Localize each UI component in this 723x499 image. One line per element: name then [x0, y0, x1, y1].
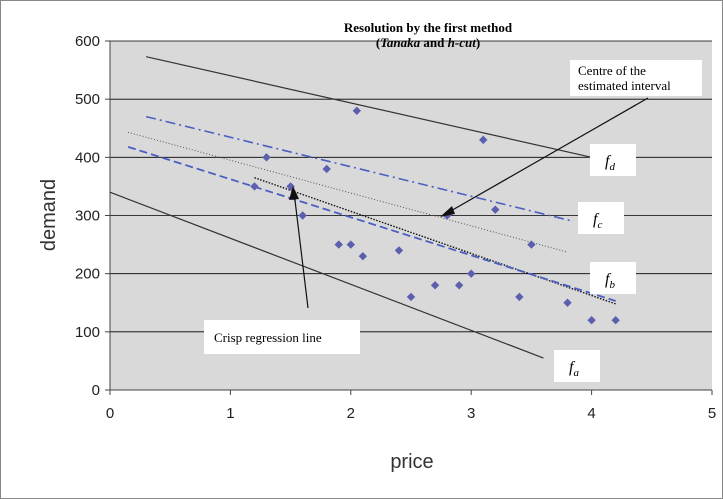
svg-text:fd: fd: [605, 153, 615, 173]
data-point: [322, 164, 331, 174]
chart-title: Resolution by the first method: [344, 20, 513, 35]
subtitle-italic-2: h-cut: [448, 35, 477, 50]
data-point: [262, 153, 271, 162]
crisp-label-box: [204, 320, 360, 354]
centre-label-line-2: estimated interval: [578, 78, 671, 93]
data-point: [352, 106, 362, 115]
y-tick-label: 0: [92, 382, 100, 399]
line-centre: [127, 131, 568, 253]
y-tick-label: 600: [75, 33, 100, 50]
data-point: [563, 298, 572, 307]
x-tick-label: 1: [226, 405, 234, 422]
y-axis-title: demand: [38, 179, 60, 251]
data-point: [394, 246, 404, 255]
crisp-arrow: [293, 191, 309, 309]
data-point: [346, 240, 355, 249]
data-point: [430, 281, 440, 290]
y-tick-label: 400: [75, 149, 100, 166]
y-tick-label: 300: [75, 208, 100, 225]
x-tick-label: 4: [587, 405, 595, 422]
x-axis-title: price: [390, 451, 433, 473]
line-f-d: [145, 56, 592, 158]
data-point: [298, 211, 307, 220]
svg-text:fa: fa: [569, 359, 579, 379]
svg-text:fb: fb: [605, 271, 615, 291]
line-f-c: [145, 115, 574, 223]
centre-arrow: [441, 97, 649, 217]
y-tick-label: 100: [75, 324, 100, 341]
x-tick-label: 0: [106, 405, 114, 422]
centre-label-line-1: Centre of the: [578, 63, 646, 78]
subtitle-mid: and: [420, 35, 447, 50]
data-point: [454, 281, 464, 290]
x-tick-label: 3: [467, 405, 475, 422]
grid-lines: [105, 40, 713, 395]
data-point: [479, 135, 488, 145]
label-f-b: fb: [590, 262, 636, 294]
label-f-d: fd: [590, 144, 636, 176]
centre-label-box: [570, 60, 702, 96]
line-f-a: [109, 191, 544, 359]
y-tick-label: 200: [75, 266, 100, 283]
crisp-label: Crisp regression line: [214, 330, 322, 345]
data-point: [334, 240, 343, 249]
y-tick-label: 500: [75, 91, 100, 108]
y-tick-labels: 0 100 200 300 400 500 600: [75, 33, 100, 399]
chart-subtitle: (Tanaka and h-cut): [376, 35, 480, 50]
label-f-a: fa: [554, 350, 600, 382]
data-point: [406, 292, 416, 302]
centre-arrowhead: [440, 206, 455, 217]
data-point: [250, 182, 259, 191]
label-f-c: fc: [578, 202, 624, 234]
crisp-arrowhead: [289, 186, 299, 200]
x-tick-labels: 0 1 2 3 4 5: [106, 405, 716, 422]
line-f-b: [127, 146, 616, 302]
data-point: [491, 205, 500, 214]
data-point: [467, 269, 476, 278]
regression-lines: [109, 56, 616, 359]
data-points: [250, 106, 620, 325]
data-point: [611, 316, 620, 325]
x-tick-label: 5: [708, 405, 716, 422]
data-point: [527, 240, 536, 249]
data-point: [515, 292, 524, 302]
data-point: [587, 316, 596, 325]
data-point: [358, 252, 368, 261]
x-tick-label: 2: [347, 405, 355, 422]
subtitle-italic-1: Tanaka: [380, 35, 420, 50]
svg-text:fc: fc: [593, 211, 602, 231]
